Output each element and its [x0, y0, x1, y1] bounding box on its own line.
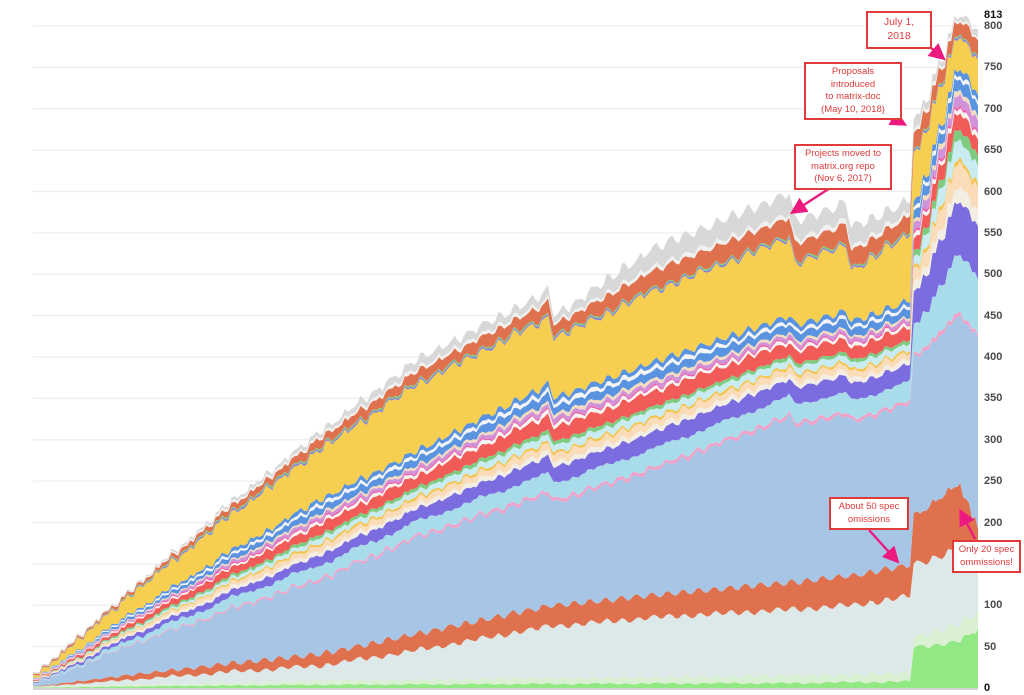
y-axis-tick-200: 200: [984, 516, 1003, 529]
annotation-arrow-3: [868, 529, 900, 564]
area-series-light-cyan: [33, 254, 978, 684]
y-axis-tick-800: 800: [984, 20, 1003, 32]
y-axis-tick-300: 300: [984, 433, 1003, 446]
y-axis-tick-100: 100: [984, 599, 1003, 612]
annotation-arrow-2: [789, 186, 831, 214]
annotation-proposals-introduced: Proposals introduced to matrix-doc (May …: [804, 62, 902, 121]
area-series-white-band: [33, 107, 978, 680]
y-axis-tick-350: 350: [984, 392, 1003, 405]
y-axis-tick-650: 650: [984, 144, 1003, 157]
annotation-arrow-4: [959, 508, 977, 540]
area-series-coral-omissions: [33, 483, 978, 687]
area-series-light-blue: [33, 315, 978, 687]
y-axis-tick-550: 550: [984, 226, 1003, 239]
area-series-yellow: [33, 37, 978, 678]
annotation-only-20-omissions: Only 20 spec ommissions!: [952, 540, 1021, 574]
y-axis-tick-500: 500: [984, 268, 1003, 281]
area-series-red: [33, 113, 978, 681]
y-axis-tick-250: 250: [984, 475, 1003, 488]
y-axis-tick-813: 813: [984, 9, 1003, 22]
y-axis-tick-0: 0: [984, 682, 991, 694]
y-axis-tick-600: 600: [984, 185, 1003, 198]
y-axis-tick-50: 50: [984, 640, 997, 653]
y-axis-tick-450: 450: [984, 309, 1003, 322]
annotation-about-50-omissions: About 50 spec omissions: [829, 497, 909, 531]
y-axis-tick-700: 700: [984, 102, 1003, 115]
annotation-july-1-2018: July 1, 2018: [866, 11, 932, 49]
area-series-pale-teal: [33, 544, 978, 688]
y-axis-tick-750: 750: [984, 61, 1003, 74]
area-series-pale-mint: [33, 608, 978, 688]
y-axis-tick-400: 400: [984, 351, 1003, 363]
annotation-projects-moved: Projects moved to matrix.org repo (Nov 6…: [794, 144, 892, 190]
